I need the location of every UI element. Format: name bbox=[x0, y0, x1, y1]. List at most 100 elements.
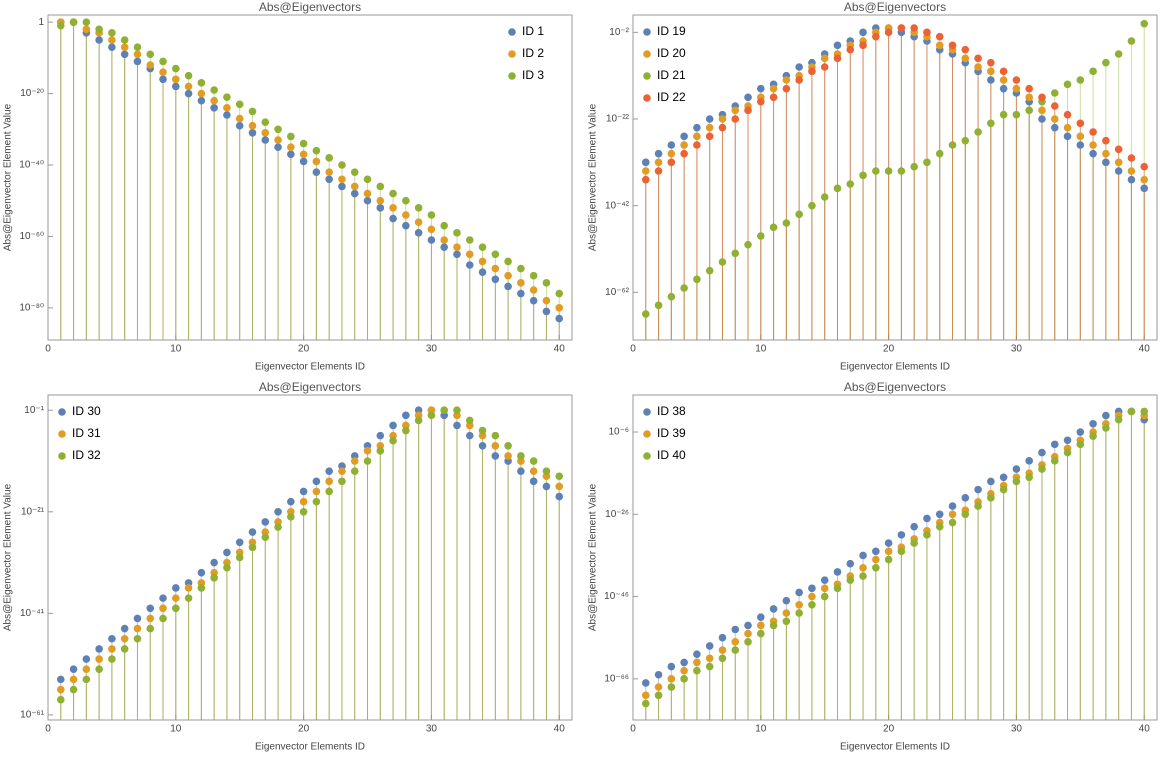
point bbox=[120, 624, 129, 633]
point bbox=[1063, 110, 1072, 119]
point bbox=[172, 604, 180, 613]
point bbox=[146, 50, 155, 59]
point bbox=[376, 431, 385, 440]
point bbox=[325, 477, 333, 486]
point bbox=[402, 196, 410, 205]
point bbox=[299, 497, 308, 506]
point bbox=[95, 25, 103, 34]
point bbox=[287, 513, 295, 521]
point bbox=[108, 645, 116, 653]
point bbox=[465, 261, 474, 269]
point bbox=[1089, 419, 1097, 428]
point bbox=[274, 143, 282, 151]
point bbox=[517, 467, 525, 475]
point bbox=[389, 436, 397, 445]
point bbox=[948, 41, 957, 50]
point bbox=[1012, 84, 1021, 93]
point bbox=[465, 431, 474, 440]
point bbox=[1038, 115, 1046, 123]
point bbox=[197, 89, 206, 98]
point bbox=[491, 431, 500, 440]
point bbox=[529, 457, 538, 465]
point bbox=[542, 279, 551, 287]
point bbox=[478, 243, 487, 251]
legend-marker bbox=[643, 408, 651, 416]
point bbox=[961, 45, 970, 54]
legend-marker bbox=[508, 50, 516, 58]
point bbox=[529, 286, 538, 294]
point bbox=[769, 223, 778, 232]
point bbox=[542, 467, 551, 475]
point bbox=[402, 411, 410, 420]
point bbox=[504, 257, 512, 266]
point bbox=[402, 221, 410, 230]
point bbox=[667, 683, 676, 691]
legend-label: ID 1 bbox=[522, 24, 544, 38]
point bbox=[299, 487, 308, 496]
point bbox=[744, 240, 752, 249]
point bbox=[223, 563, 231, 572]
point bbox=[974, 502, 982, 510]
point bbox=[693, 666, 701, 675]
point bbox=[833, 184, 842, 193]
point bbox=[248, 528, 257, 536]
point bbox=[261, 118, 270, 126]
point bbox=[718, 258, 727, 266]
point bbox=[693, 132, 701, 141]
point bbox=[820, 54, 829, 63]
point bbox=[1089, 67, 1097, 76]
chart-panel: Abs@Eigenvectors Eigenvector Elements ID A… bbox=[3, 0, 573, 373]
point bbox=[693, 123, 701, 132]
point bbox=[120, 634, 129, 643]
point bbox=[389, 204, 397, 212]
plot-frame bbox=[47, 14, 573, 341]
y-axis-label: Abs@Eigenvector Element Value bbox=[588, 483, 599, 631]
point bbox=[884, 539, 893, 547]
legend-label: ID 21 bbox=[657, 68, 686, 82]
point bbox=[325, 175, 333, 184]
legend-label: ID 39 bbox=[657, 426, 686, 440]
point bbox=[108, 655, 116, 663]
point bbox=[1063, 80, 1072, 89]
point bbox=[974, 128, 982, 136]
legend-marker bbox=[508, 28, 516, 36]
point bbox=[555, 492, 564, 501]
point bbox=[1025, 457, 1033, 465]
legend-marker bbox=[508, 72, 516, 80]
point bbox=[350, 168, 359, 176]
point bbox=[1038, 106, 1046, 115]
point bbox=[376, 196, 385, 205]
point bbox=[172, 584, 180, 592]
point bbox=[159, 75, 167, 84]
chart-panel: Abs@Eigenvectors Eigenvector Elements ID A… bbox=[588, 0, 1158, 373]
legend-marker bbox=[643, 94, 651, 102]
point bbox=[235, 114, 244, 123]
point bbox=[478, 257, 487, 266]
x-axis-label: Eigenvector Elements ID bbox=[255, 362, 365, 373]
point bbox=[312, 497, 321, 506]
point bbox=[641, 691, 650, 700]
chart-panel: Abs@Eigenvectors Eigenvector Elements ID A… bbox=[3, 380, 573, 753]
point bbox=[82, 675, 91, 684]
point bbox=[312, 157, 321, 166]
point bbox=[1050, 123, 1059, 132]
point bbox=[542, 307, 551, 316]
point bbox=[693, 141, 701, 149]
point bbox=[248, 129, 257, 137]
point bbox=[325, 154, 333, 162]
point bbox=[159, 614, 167, 623]
point bbox=[517, 279, 525, 287]
point bbox=[999, 76, 1008, 84]
point bbox=[478, 426, 487, 435]
point bbox=[654, 301, 663, 310]
point bbox=[718, 115, 727, 123]
point bbox=[274, 523, 282, 531]
point bbox=[350, 189, 359, 198]
point bbox=[376, 447, 385, 455]
point bbox=[731, 115, 740, 123]
point bbox=[210, 86, 218, 94]
point bbox=[146, 604, 155, 613]
legend-marker bbox=[58, 430, 66, 438]
x-tick-label: 0 bbox=[630, 724, 636, 735]
chart-title: Abs@Eigenvectors bbox=[259, 0, 361, 14]
